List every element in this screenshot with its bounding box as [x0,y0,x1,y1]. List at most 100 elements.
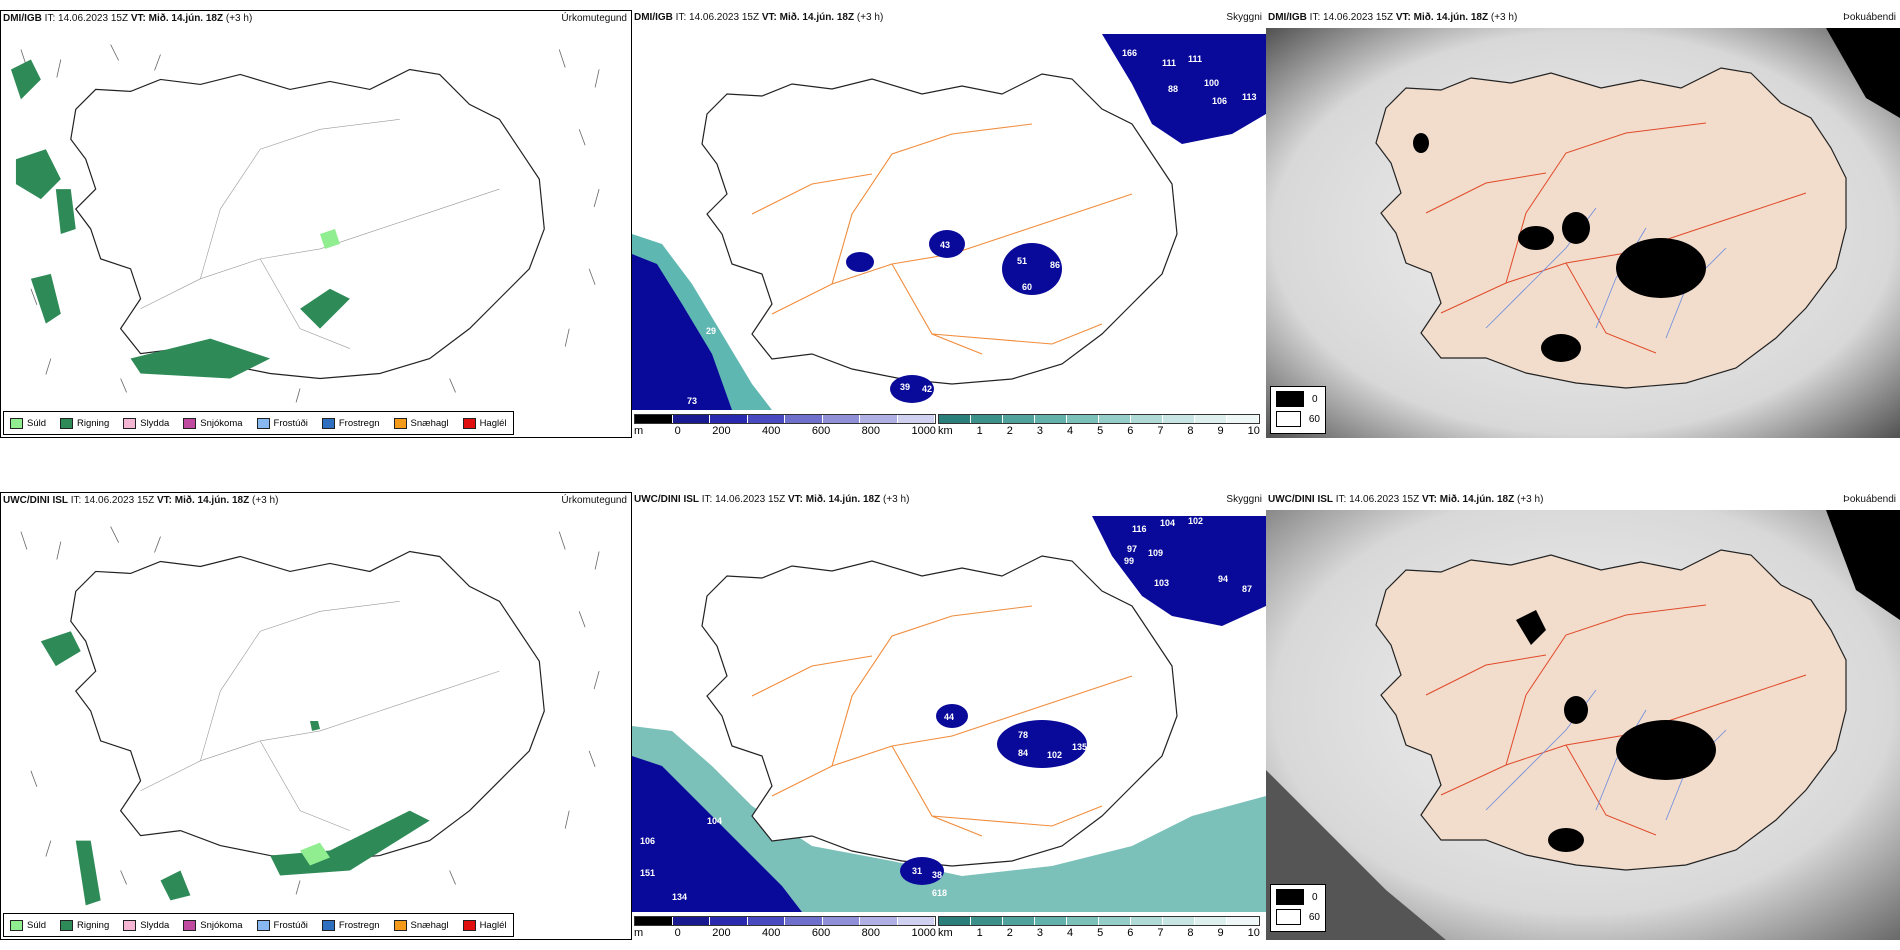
legend-label: Rigning [77,417,110,429]
value: 104 [1160,518,1175,528]
init-time: IT: 14.06.2023 15Z [675,12,760,23]
visibility-map: 116 104 102 97 109 99 94 103 87 44 78 84… [632,516,1266,912]
value: 151 [640,868,655,878]
value: 104 [707,816,722,826]
tick: 3 [1036,425,1043,437]
fog-areas [1413,133,1706,362]
fog-legend: 0 60 [1270,884,1326,932]
legend-swatch [60,919,74,931]
fog-high: 60 [1308,911,1320,923]
model-name: DMI/IGB [1268,12,1307,23]
legend-label: Haglél [479,919,507,931]
tick: 5 [1097,927,1104,939]
tick: 8 [1187,927,1194,939]
precip-areas [10,59,350,379]
iceland-outline [70,550,545,862]
panel-header: DMI/IGB IT: 14.06.2023 15Z VT: Mið. 14.j… [1268,10,1517,26]
value: 84 [1018,748,1028,758]
tick: 800 [861,425,880,437]
legend-label: Frostúði [273,919,308,931]
value: 106 [1212,96,1227,106]
value: 86 [1050,260,1060,270]
precip-areas [40,631,430,906]
value: 43 [940,240,950,250]
value: 51 [1017,256,1027,266]
fog-low: 0 [1312,393,1318,405]
tick: 7 [1157,927,1164,939]
fog-legend-row: 60 [1276,909,1320,925]
init-time: IT: 14.06.2023 15Z [1309,12,1394,23]
valid-time: VT: Mið. 14.jún. 18Z [1421,494,1515,505]
tick: 10 [1247,425,1260,437]
panel-title: Skyggni [1226,12,1262,23]
value: 113 [1242,92,1257,102]
valid-time: VT: Mið. 14.jún. 18Z [761,12,855,23]
scale-km-unit: km [938,425,953,437]
model-name: UWC/DINI ISL [1268,494,1333,505]
legend-label: Frostregn [338,919,380,931]
roads [751,605,1133,837]
legend-item: Haglél [462,919,507,931]
iceland-outline [701,73,1178,385]
legend-item: Frostúði [256,919,308,931]
scale-m-unit: m [634,425,644,437]
iceland-outline [1375,549,1847,871]
forecast-offset: (+3 h) [1490,12,1518,23]
model-name: UWC/DINI ISL [634,494,699,505]
scale-km-ticks: km 1 2 3 4 5 6 7 8 9 10 [938,927,1260,939]
tick: 4 [1066,927,1074,939]
fog-legend: 0 60 [1270,386,1326,434]
scale-km-bar [938,916,1260,926]
tick: 6 [1127,425,1134,437]
tick: 800 [861,927,880,939]
forecast-offset: (+3 h) [1517,494,1544,505]
fog-legend-row: 60 [1276,411,1320,427]
panel-header: UWC/DINI ISL IT: 14.06.2023 15Z VT: Mið.… [1268,492,1543,508]
legend-swatch [183,919,197,931]
tick: 7 [1157,425,1164,437]
legend-item: Rigning [60,919,110,931]
value: 38 [932,870,942,880]
legend-label: Snjókoma [200,417,243,429]
tick: 400 [762,927,781,939]
value: 39 [900,382,910,392]
valid-time: VT: Mið. 14.jún. 18Z [156,495,250,506]
value: 62 [1126,130,1136,140]
precip-map [1,511,631,909]
value: 60 [1022,282,1032,292]
legend-item: Súld [10,919,46,931]
fog-swatch-white [1276,411,1301,427]
tick: 2 [1006,425,1013,437]
iceland-outline [1375,67,1847,389]
value: 87 [1242,584,1252,594]
value: 73 [1110,88,1120,98]
forecast-offset: (+3 h) [252,495,279,506]
scale-m-ticks: m 0 200 400 600 800 1000 [634,927,936,939]
legend-item: Haglél [462,417,507,429]
tick: 1000 [911,927,936,939]
panel-title: Þokuábendi [1843,494,1896,505]
visibility-map: 166 111 111 71 88 100 73 79 106 113 73 6… [632,34,1266,410]
fog-map [1266,28,1900,438]
scale-km-unit: km [938,927,953,939]
fog-legend-row: 0 [1276,889,1320,905]
init-time: IT: 14.06.2023 15Z [701,494,786,505]
value: 111 [1188,54,1202,64]
value: 29 [706,326,716,336]
fog-areas [1516,610,1716,852]
legend-item: Slydda [123,919,170,931]
legend-label: Slydda [140,919,170,931]
model-name: DMI/IGB [634,12,673,23]
roads [140,601,500,831]
value: 106 [640,836,655,846]
legend-swatch [123,417,137,429]
value: 61 [1056,788,1066,798]
legend-label: Rigning [77,919,110,931]
value: 99 [1124,556,1134,566]
valid-time: VT: Mið. 14.jún. 18Z [787,494,881,505]
panel-title: Úrkomutegund [561,13,627,24]
fog-map-svg [1266,510,1900,940]
fog-legend-row: 0 [1276,391,1320,407]
precip-map-svg [20,526,600,906]
legend-swatch [10,417,23,429]
